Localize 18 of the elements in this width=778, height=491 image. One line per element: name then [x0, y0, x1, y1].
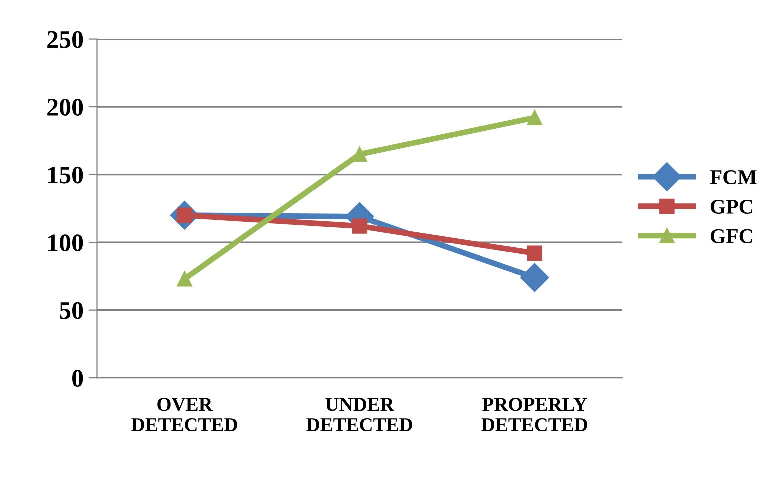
x-tick-label: PROPERLY DETECTED	[482, 398, 588, 432]
x-tick-label: UNDER DETECTED	[306, 398, 412, 432]
x-tick-label: OVER DETECTED	[132, 398, 238, 432]
point	[177, 272, 192, 287]
point	[352, 218, 368, 234]
legend-label: GPC	[710, 200, 752, 214]
y-tick-label: 100	[48, 234, 84, 252]
point	[527, 246, 543, 262]
legend-label: GFC	[710, 229, 752, 244]
point	[520, 263, 550, 292]
y-tick-label: 150	[48, 166, 84, 184]
legend-label: FCM	[710, 170, 757, 185]
point	[352, 146, 368, 162]
y-tick-label: 250	[48, 31, 84, 48]
y-tick-label: 50	[60, 302, 84, 320]
y-tick-label: 200	[48, 99, 84, 116]
point	[527, 110, 543, 126]
y-tick-label: 0	[72, 370, 84, 387]
